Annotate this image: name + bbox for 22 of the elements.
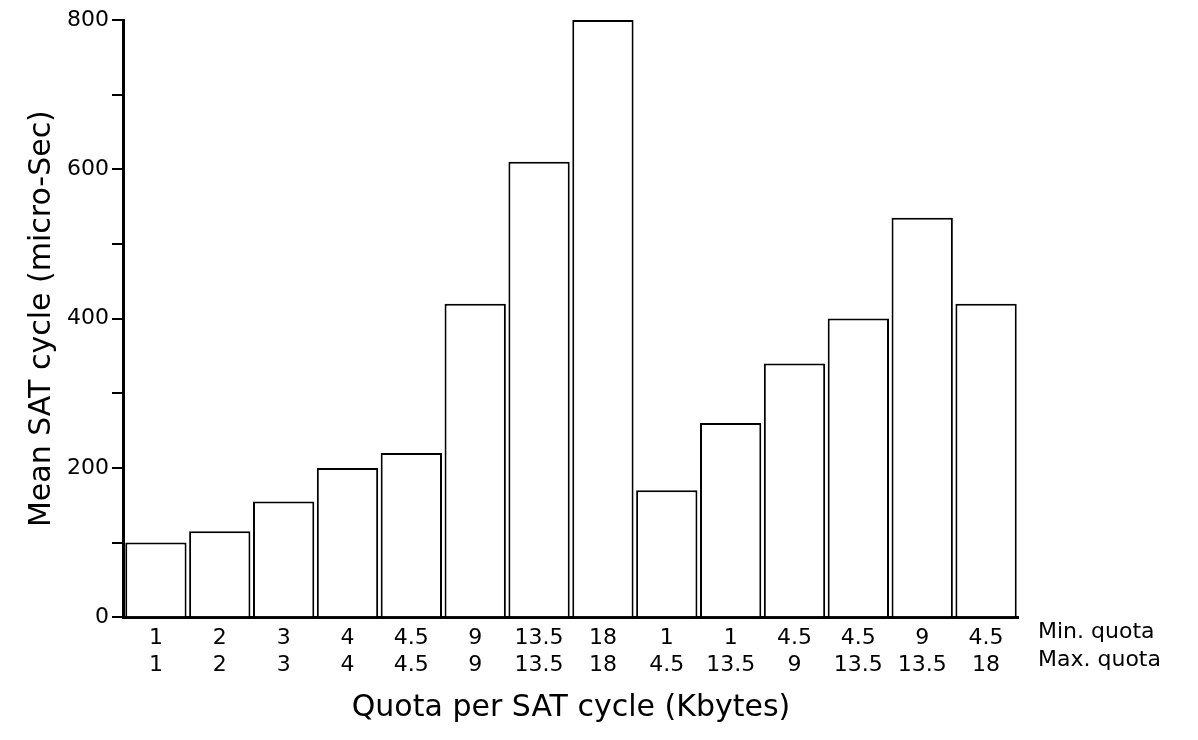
x-tick-label: 1 4.5 xyxy=(649,624,685,676)
y-tick-label: 600 xyxy=(66,155,109,181)
text: Min. quota Max. quota xyxy=(1038,617,1161,671)
x-tick-label: 4.5 4.5 xyxy=(393,624,429,676)
x-tick-label: 3 3 xyxy=(276,624,291,676)
y-tick-label: 200 xyxy=(66,453,109,479)
x-tick-label: 9 13.5 xyxy=(897,624,947,676)
x-tick-label: 13.5 13.5 xyxy=(514,624,564,676)
x-tick-label: 1 1 xyxy=(148,624,163,676)
y-tick-label: 400 xyxy=(66,304,109,330)
x-tick-label: 18 18 xyxy=(588,624,617,676)
y-axis-title: Mean SAT cycle (micro-Sec) xyxy=(21,110,57,528)
x-tick-label: 4.5 9 xyxy=(777,624,812,676)
x-axis-title: Quota per SAT cycle (Kbytes) xyxy=(351,687,791,723)
x-tick-label: 4.5 18 xyxy=(968,624,1004,676)
x-tick-label: 4 4 xyxy=(340,624,355,676)
x-tick-label: 9 9 xyxy=(468,624,483,676)
x-tick-label: 4.5 13.5 xyxy=(833,624,883,676)
y-tick-label: 800 xyxy=(66,5,109,31)
x-tick-label: 1 13.5 xyxy=(706,624,756,676)
x-tick-label: 2 2 xyxy=(212,624,227,676)
y-tick-label: 0 xyxy=(94,602,109,628)
